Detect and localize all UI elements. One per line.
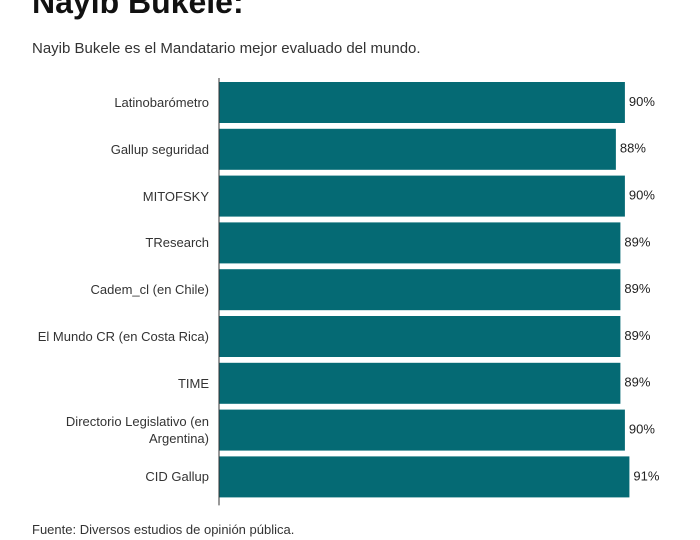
category-label: Gallup seguridad	[110, 141, 209, 157]
bar	[219, 362, 621, 404]
value-label: 91%	[633, 468, 659, 483]
value-label: 89%	[624, 234, 650, 249]
bar	[219, 409, 625, 451]
bar	[219, 456, 630, 498]
category-label: Directorio Legislativo (en Argentina)	[65, 414, 209, 447]
category-label: TResearch	[145, 235, 209, 251]
category-label: MITOFSKY	[142, 188, 209, 204]
bar	[219, 269, 621, 311]
bar	[219, 316, 621, 357]
value-label: 89%	[624, 281, 650, 296]
bar	[219, 175, 625, 217]
value-label: 90%	[629, 188, 655, 203]
bar	[219, 128, 616, 170]
category-label: CID Gallup	[145, 469, 209, 485]
category-label: Cadem_cl (en Chile)	[90, 282, 210, 298]
value-label: 89%	[624, 328, 650, 343]
value-label: 89%	[624, 375, 650, 390]
source-note: Fuente: Diversos estudios de opinión púb…	[32, 522, 295, 537]
chart-title: Nayib Bukele:	[32, 0, 244, 20]
value-label: 90%	[629, 94, 655, 109]
bar	[219, 222, 621, 264]
category-label: TIME	[177, 375, 209, 391]
chart-subtitle: Nayib Bukele es el Mandatario mejor eval…	[32, 40, 421, 57]
category-label: Latinobarómetro	[114, 95, 209, 110]
value-label: 88%	[620, 141, 646, 156]
category-label: El Mundo CR (en Costa Rica)	[37, 329, 209, 344]
bar	[219, 82, 625, 123]
value-label: 90%	[629, 422, 655, 437]
